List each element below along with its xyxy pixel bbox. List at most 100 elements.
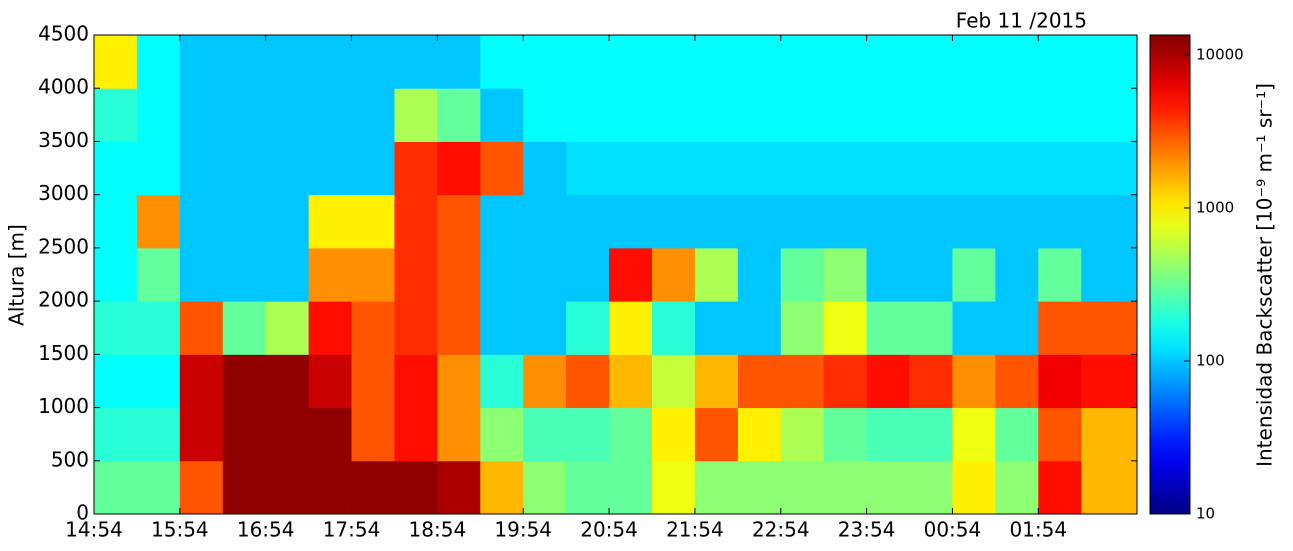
heatmap-cell [523,35,567,89]
heatmap-cell [265,35,310,89]
heatmap-cell [136,141,181,196]
x-tick-label: 01:54 [1009,518,1067,542]
heatmap-cell [179,301,224,355]
heatmap-cell [136,354,181,409]
heatmap-cell [523,407,567,462]
heatmap-cell [222,301,267,355]
y-tick-label: 3500 [38,128,89,152]
heatmap-cell [480,301,524,355]
heatmap-cell [136,88,181,142]
heatmap-cell [566,141,610,196]
heatmap-cell [694,460,739,515]
heatmap-cell [179,407,224,462]
heatmap-cell [523,141,567,196]
heatmap-cell [1038,35,1082,89]
heatmap-cell [909,247,953,302]
heatmap-cell [523,354,567,409]
y-axis-label: Altura [m] [5,224,29,326]
heatmap-cell [823,35,868,89]
heatmap-cell [351,301,395,355]
colorbar-tick-label: 10 [1196,505,1215,523]
heatmap-cell [222,460,267,515]
heatmap-cell [523,194,567,249]
heatmap-cell [222,35,267,89]
heatmap-cell [995,88,1039,142]
heatmap-cell [394,88,438,142]
heatmap-cell [179,354,224,409]
y-tick-label: 4500 [38,22,89,46]
heatmap-cell [136,407,181,462]
heatmap-cell [179,141,224,196]
heatmap-cell [308,35,353,89]
heatmap-cell [995,35,1039,89]
heatmap-cell [609,247,653,302]
heatmap-cell [1038,194,1082,249]
y-tick-label: 2000 [38,288,89,312]
heatmap-cell [780,354,825,409]
heatmap-cell [566,247,610,302]
heatmap-cell [523,301,567,355]
heatmap-cell [480,35,524,89]
y-tick-label: 1500 [38,341,89,365]
heatmap-cell [823,354,868,409]
heatmap-cell [780,407,825,462]
heatmap-cell [909,301,953,355]
heatmap-cell [952,407,996,462]
heatmap-cell [566,354,610,409]
heatmap-cell [265,88,310,142]
heatmap-cell [952,247,996,302]
heatmap-cell [222,194,267,249]
heatmap-cell [265,141,310,196]
heatmap-cell [351,354,395,409]
x-tick-label: 14:54 [65,518,123,542]
heatmap-cell [694,301,739,355]
heatmap-cell [437,88,481,142]
y-tick-label: 1000 [38,394,89,418]
heatmap-cell [823,301,868,355]
heatmap-cell [222,88,267,142]
heatmap-cell [823,460,868,515]
heatmap-cell [308,354,353,409]
heatmap-cell [866,460,911,515]
heatmap-cell [437,35,481,89]
heatmap-cell [609,194,653,249]
heatmap-cell [737,460,782,515]
heatmap-cell [394,301,438,355]
chart-title: Feb 11 /2015 [956,9,1087,33]
heatmap-cell [136,247,181,302]
heatmap-cell [437,354,481,409]
heatmap-cell [952,141,996,196]
heatmap [94,35,1138,515]
heatmap-cell [909,194,953,249]
colorbar-label: Intensidad Backscatter [10⁻⁹ m⁻¹ sr⁻¹] [1253,83,1277,467]
heatmap-cell [651,407,696,462]
heatmap-cell [909,35,953,89]
heatmap-cell [308,407,353,462]
heatmap-cell [866,301,911,355]
heatmap-cell [480,194,524,249]
heatmap-cell [651,460,696,515]
heatmap-cell [995,407,1039,462]
heatmap-cell [780,88,825,142]
heatmap-cell [351,35,395,89]
heatmap-cell [780,141,825,196]
heatmap-cell [308,247,353,302]
heatmap-cell [651,247,696,302]
heatmap-cell [222,354,267,409]
heatmap-cell [866,247,911,302]
heatmap-cell [437,194,481,249]
x-tick-label: 15:54 [151,518,209,542]
heatmap-cell [952,35,996,89]
heatmap-cell [94,35,138,89]
heatmap-cell [1081,407,1138,462]
heatmap-cell [823,194,868,249]
heatmap-cell [694,247,739,302]
y-tick-label: 4000 [38,75,89,99]
heatmap-cell [136,301,181,355]
heatmap-cell [179,247,224,302]
heatmap-cell [609,35,653,89]
heatmap-cell [694,88,739,142]
heatmap-cell [308,460,353,515]
heatmap-cell [351,460,395,515]
heatmap-cell [394,407,438,462]
